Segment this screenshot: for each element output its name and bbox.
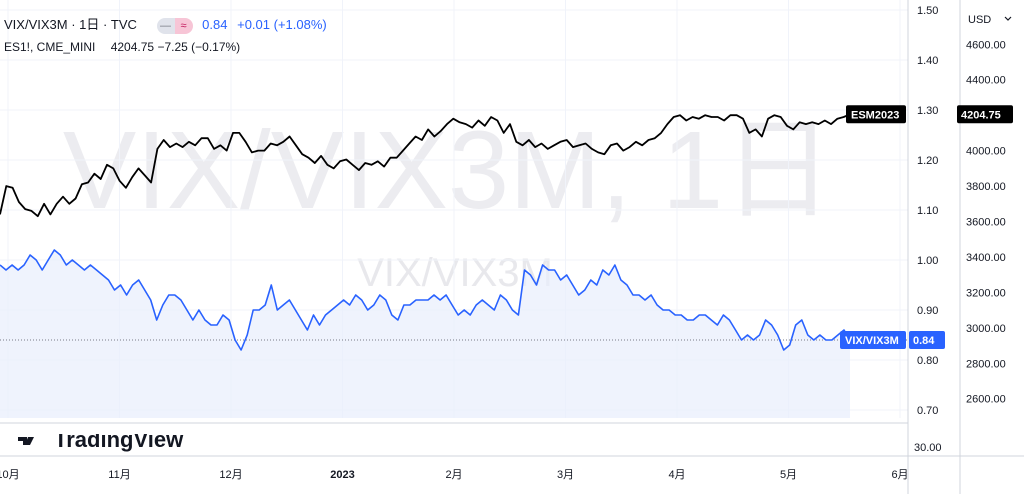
time-axis-label: 5月 <box>780 469 797 481</box>
right-axis-tick: 3600.00 <box>966 217 1006 229</box>
ratio-price-tag: 0.84 <box>909 331 945 349</box>
right-axis-tick: 3200.00 <box>966 287 1006 299</box>
symbol-title[interactable]: VIX/VIX3M · 1日 · TVC <box>4 17 137 32</box>
watermark-main: VIX/VIX3M, 1日 <box>63 109 833 232</box>
symbol-change: +0.01 (+1.08%) <box>237 17 327 32</box>
futures-series-line[interactable] <box>0 113 851 218</box>
time-axis-label: 2月 <box>445 469 462 481</box>
series-last-value: 4204.75 <box>961 109 1001 121</box>
left-axis-tick: 1.50 <box>917 5 938 17</box>
futures-name-tag: ESM2023 <box>846 105 906 124</box>
sub-pane-axis-label: 30.00 <box>914 442 942 454</box>
price-tags: VIX/VIX3M 0.84 ESM2023 4204.75 <box>840 105 1013 349</box>
chevron-down-icon[interactable] <box>1004 16 1012 21</box>
left-price-axis[interactable]: 1.50 1.40 1.30 1.20 1.10 1.00 0.90 0.80 0.70 <box>917 5 938 417</box>
left-axis-tick: 1.30 <box>917 105 938 117</box>
approx-icon[interactable]: ≈ <box>174 18 193 35</box>
series-last-value: 0.84 <box>913 335 935 347</box>
time-axis-label: 2023 <box>330 469 354 481</box>
display-toggle[interactable]: — ≈ <box>156 17 193 35</box>
compare-value: 4204.75 <box>110 40 155 54</box>
left-axis-tick: 1.20 <box>917 155 938 167</box>
compare-change: −7.25 (−0.17%) <box>157 40 241 54</box>
tradingview-logo-icon <box>18 437 34 445</box>
symbol-value: 0.84 <box>202 17 228 32</box>
right-axis-tick: 2800.00 <box>966 358 1006 370</box>
time-axis-label: 4月 <box>668 469 685 481</box>
left-axis-tick: 0.80 <box>917 355 938 367</box>
left-axis-tick: 1.00 <box>917 255 938 267</box>
tag-background <box>846 105 906 124</box>
ratio-series-line[interactable] <box>0 249 851 351</box>
right-axis-tick: 4000.00 <box>966 146 1006 158</box>
right-axis-tick: 4400.00 <box>966 75 1006 87</box>
legend-compare-row[interactable]: ES1!, CME_MINI 4204.75 −7.25 (−0.17%) <box>4 40 240 54</box>
tag-background <box>957 105 1013 124</box>
time-axis-label: 3月 <box>557 469 574 481</box>
series-name-label: VIX/VIX3M <box>845 335 899 347</box>
ratio-area <box>0 250 850 420</box>
left-axis-tick: 1.10 <box>917 205 938 217</box>
plot-area[interactable] <box>0 113 908 420</box>
watermark-sub: VIX/VIX3M <box>357 251 553 295</box>
right-axis-tick: 3000.00 <box>966 323 1006 335</box>
tag-background <box>840 331 906 349</box>
right-price-axis[interactable]: 4600.004400.004200.004000.003800.003600.… <box>966 39 1006 405</box>
compare-title[interactable]: ES1!, CME_MINI <box>4 40 96 54</box>
futures-price-tag: 4204.75 <box>957 105 1013 124</box>
right-axis-tick: 4600.00 <box>966 39 1006 51</box>
right-axis-tick: 3400.00 <box>966 252 1006 264</box>
time-axis-label: 6月 <box>891 469 908 481</box>
currency-label[interactable]: USD <box>968 14 991 26</box>
right-axis-tick: 3800.00 <box>966 181 1006 193</box>
pane-separator-mask <box>0 418 908 434</box>
left-axis-tick: 0.70 <box>917 405 938 417</box>
line-style-icon[interactable]: — <box>156 18 175 35</box>
left-axis-tick: 1.40 <box>917 55 938 67</box>
time-axis-label: 10月 <box>0 469 20 481</box>
ratio-name-tag: VIX/VIX3M <box>840 331 906 349</box>
watermark: VIX/VIX3M, 1日 VIX/VIX3M <box>63 109 833 295</box>
right-axis-tick: 2600.00 <box>966 394 1006 406</box>
legend-main-row[interactable]: VIX/VIX3M · 1日 · TVC — ≈ 0.84 +0.01 (+1.0… <box>4 14 327 35</box>
time-axis-label: 11月 <box>108 469 130 481</box>
left-axis-tick: 0.90 <box>917 305 938 317</box>
time-axis[interactable]: 10月 11月 12月 2023 2月 3月 4月 5月 6月 <box>0 469 909 481</box>
time-axis-label: 12月 <box>219 469 242 481</box>
series-name-label: ESM2023 <box>851 109 899 121</box>
tag-background <box>909 331 945 349</box>
